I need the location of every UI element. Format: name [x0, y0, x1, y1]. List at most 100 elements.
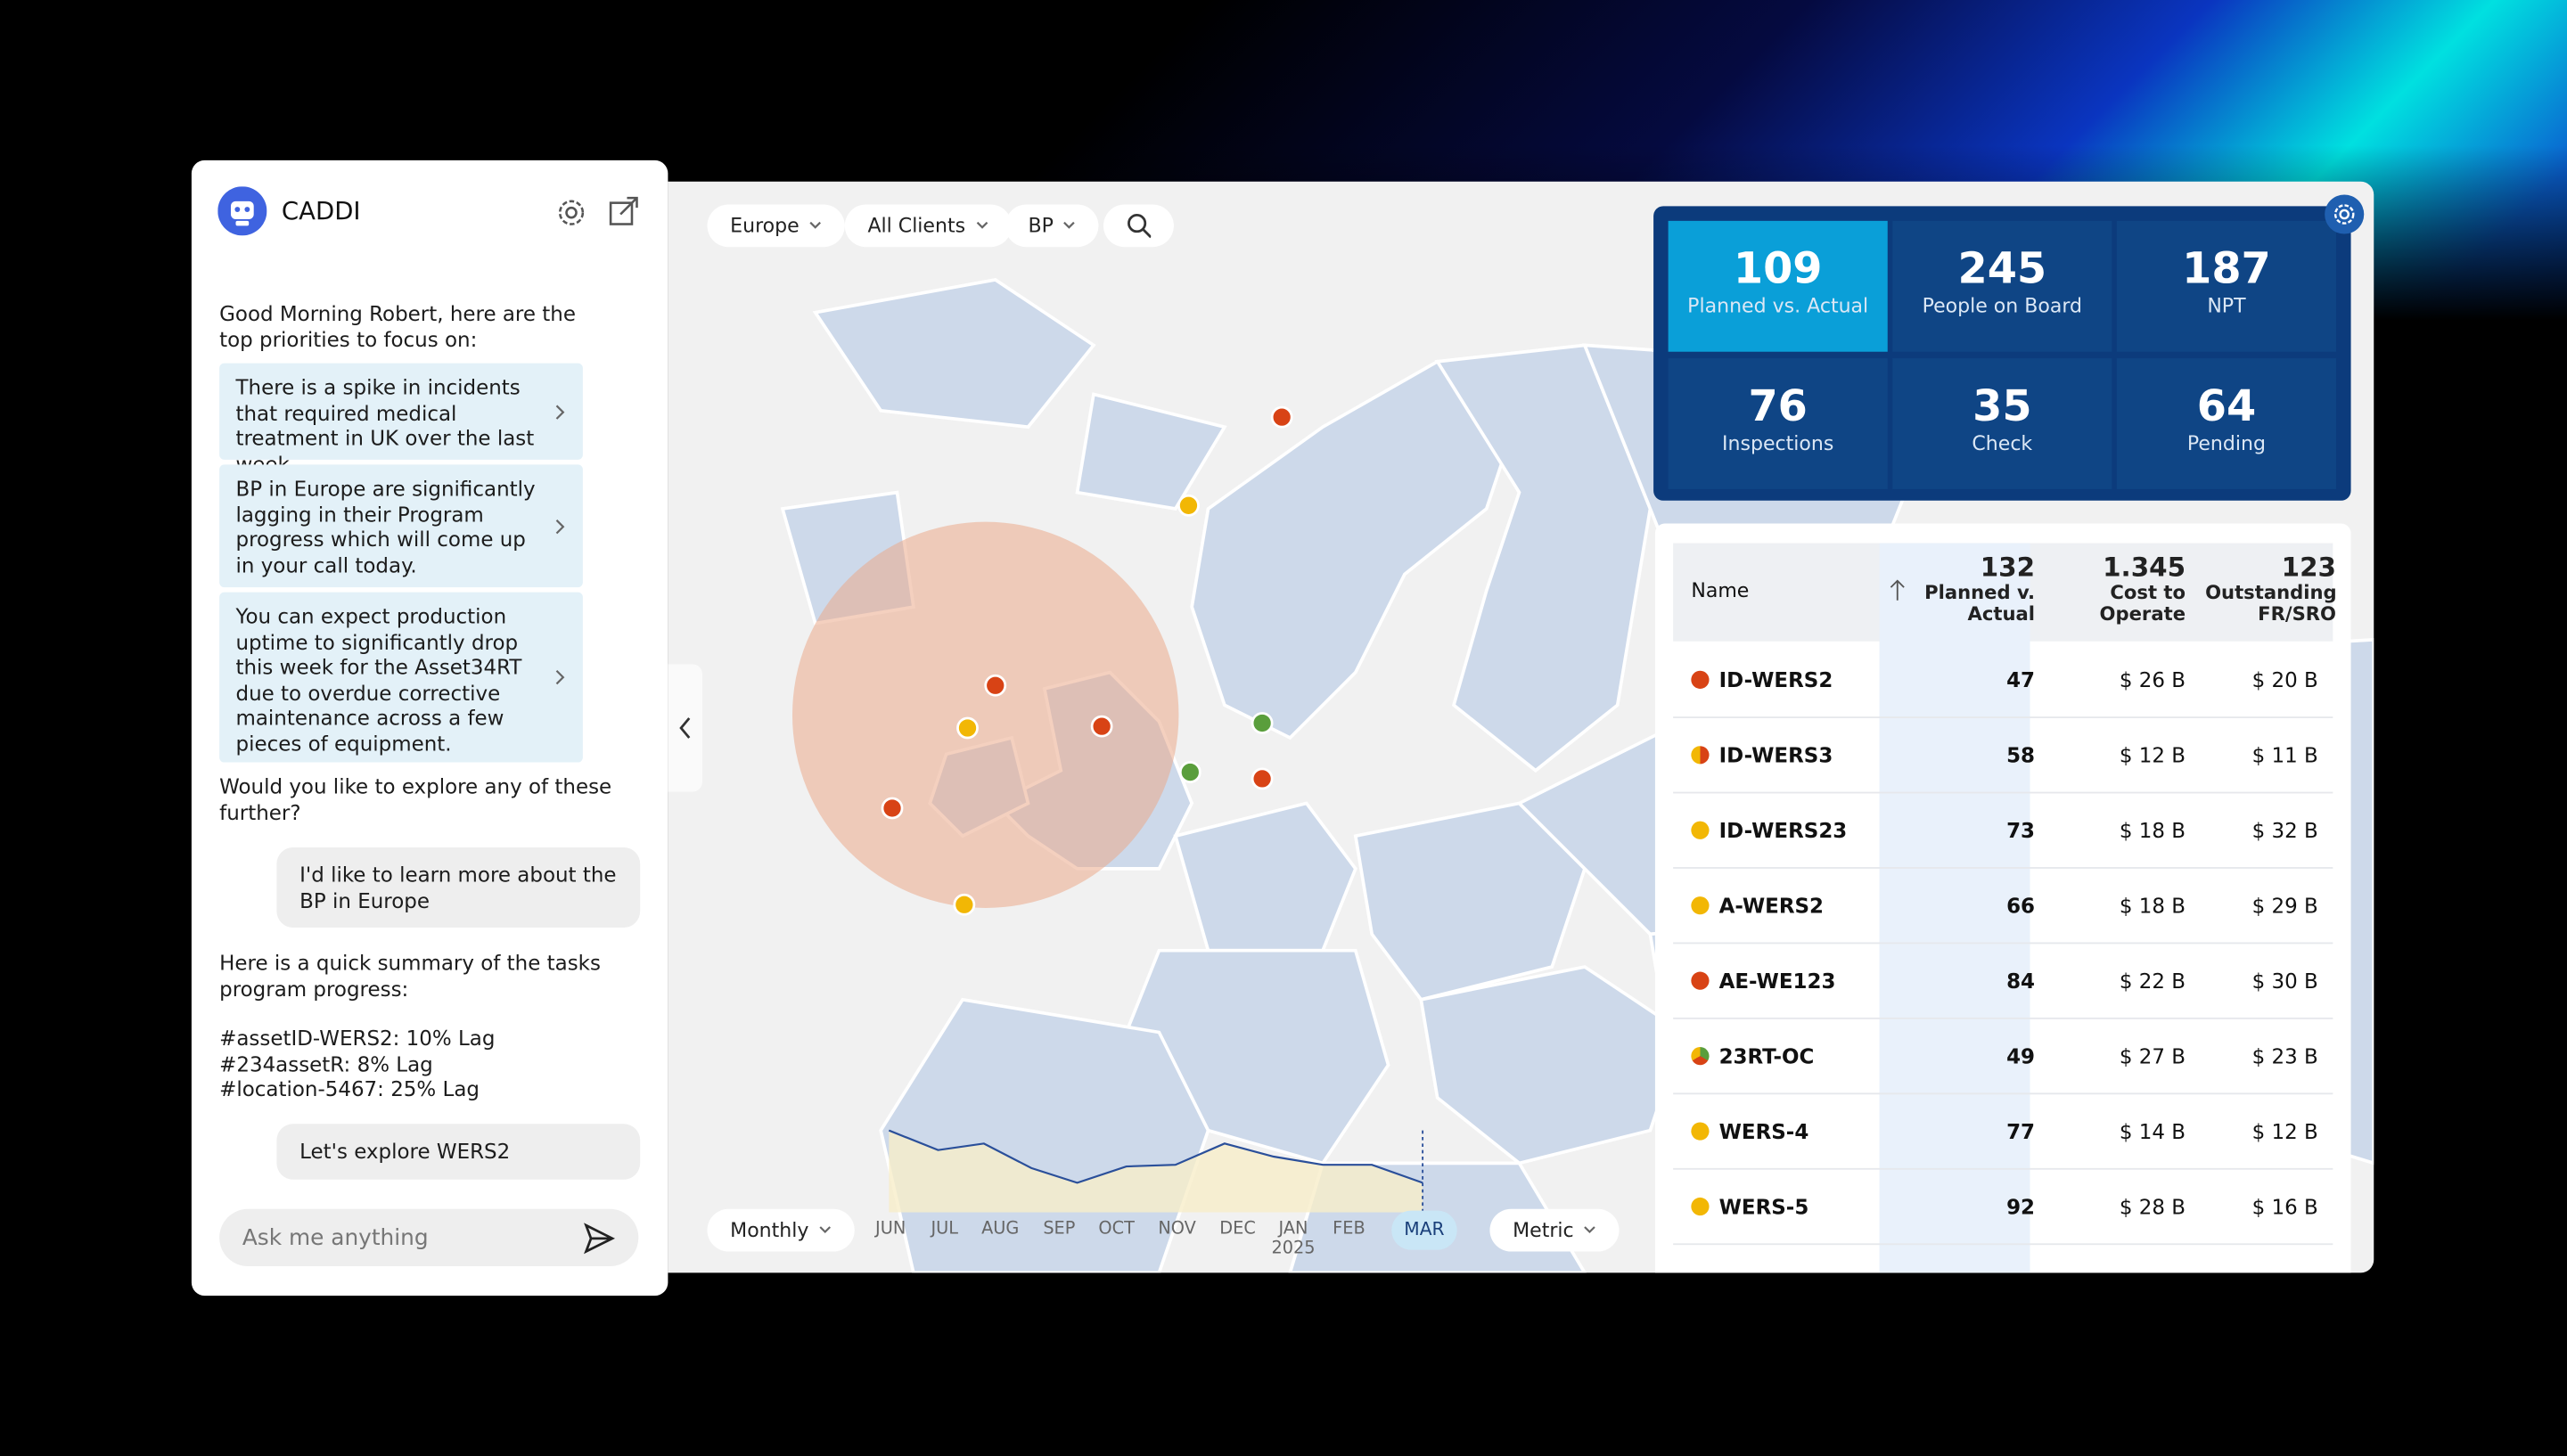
month-label[interactable]: JUN — [875, 1218, 906, 1239]
summary-line: #assetID-WERS2: 10% Lag — [219, 1026, 496, 1051]
outstanding-value: $ 11 B — [2251, 742, 2318, 768]
priority-card[interactable]: There is a spike in incidents that requi… — [219, 363, 583, 475]
priority-card[interactable]: BP in Europe are significantly lagging i… — [219, 464, 583, 588]
chat-input[interactable]: Ask me anything — [219, 1208, 639, 1267]
status-dot — [1691, 670, 1710, 689]
month-label[interactable]: NOV — [1158, 1218, 1196, 1239]
table-row[interactable]: ID-WERS23 73 $ 18 B $ 32 B — [1673, 793, 2333, 869]
outstanding-value: $ 12 B — [2251, 1118, 2318, 1144]
kpi-value: 245 — [1957, 245, 2047, 295]
asset-name: WERS-5 — [1718, 1194, 1809, 1219]
sort-icon[interactable] — [1888, 579, 1907, 602]
settings-button[interactable] — [555, 196, 588, 229]
table-row[interactable]: ID-WERS2 47 $ 26 B $ 20 B — [1673, 643, 2333, 718]
chat-title: CADDI — [281, 196, 361, 226]
priority-text: You can expect production uptime to sign… — [235, 603, 522, 756]
planned-value: 77 — [2006, 1118, 2036, 1144]
cost-value: $ 18 B — [2119, 893, 2186, 918]
month-label[interactable]: FEB — [1333, 1218, 1366, 1239]
kpi-tile[interactable]: 64 Pending — [2116, 358, 2337, 489]
planned-value: 49 — [2006, 1043, 2036, 1068]
asset-name: 23RT-OC — [1718, 1043, 1815, 1068]
kpi-settings[interactable] — [2323, 193, 2366, 236]
status-dot — [1691, 971, 1710, 990]
column-label: Planned v. Actual — [1924, 580, 2036, 626]
kpi-tile[interactable]: 35 Check — [1892, 358, 2112, 489]
outstanding-value: $ 32 B — [2251, 817, 2318, 843]
period-dropdown[interactable]: Monthly — [707, 1208, 855, 1252]
status-dot — [1691, 746, 1710, 765]
cost-value: $ 22 B — [2119, 968, 2186, 994]
column-total: 132 — [1980, 551, 2036, 583]
kpi-label: People on Board — [1922, 294, 2083, 318]
asset-name: ID-WERS2 — [1718, 667, 1833, 692]
question: Would you like to explore any of these f… — [219, 773, 612, 824]
month-label[interactable]: SEP — [1043, 1218, 1076, 1239]
kpi-tile[interactable]: 109 Planned vs. Actual — [1668, 220, 1888, 352]
filter-dropdown[interactable]: BP — [1005, 204, 1100, 248]
kpi-tile[interactable]: 245 People on Board — [1892, 220, 2112, 352]
kpi-value: 109 — [1733, 245, 1823, 295]
kpi-value: 187 — [2182, 245, 2271, 295]
month-label[interactable]: JUL — [931, 1218, 959, 1239]
priority-card[interactable]: You can expect production uptime to sign… — [219, 592, 583, 763]
planned-value: 58 — [2006, 742, 2036, 768]
kpi-value: 64 — [2196, 382, 2257, 432]
kpi-tile[interactable]: 76 Inspections — [1668, 358, 1888, 489]
status-dot — [1691, 821, 1710, 839]
column-label: Cost to Operate — [2099, 580, 2186, 626]
status-dot — [1691, 896, 1710, 915]
cost-value: $ 12 B — [2119, 742, 2186, 768]
filter-dropdown[interactable]: All Clients — [844, 204, 1012, 248]
metric-dropdown[interactable]: Metric — [1489, 1208, 1620, 1252]
cost-value: $ 26 B — [2119, 667, 2186, 692]
column-total: 123 — [2281, 551, 2337, 583]
planned-value: 47 — [2006, 667, 2036, 692]
chevron — [1584, 1226, 1596, 1234]
open-external-button[interactable] — [607, 196, 640, 229]
status-dot — [1691, 1047, 1710, 1066]
column-total: 1.345 — [2103, 551, 2186, 583]
asset-name: ID-WERS23 — [1718, 817, 1848, 843]
send-button[interactable] — [583, 1222, 616, 1255]
cost-value: $ 28 B — [2119, 1194, 2186, 1219]
cost-value: $ 27 B — [2119, 1043, 2186, 1068]
table-row[interactable]: A-WERS2 66 $ 18 B $ 29 B — [1673, 869, 2333, 945]
kpi-label: Check — [1972, 431, 2033, 455]
kpi-label: Planned vs. Actual — [1687, 294, 1869, 318]
month-label[interactable]: AUG — [981, 1218, 1020, 1239]
table-row[interactable]: 23RT-OC 49 $ 27 B $ 23 B — [1673, 1019, 2333, 1095]
summary-line: #234assetR: 8% Lag — [219, 1051, 433, 1076]
user-message: I'd like to learn more about the BP in E… — [276, 847, 641, 928]
column-header[interactable]: 132 Planned v. Actual — [1904, 551, 2036, 626]
table-row[interactable]: AE-WE123 84 $ 22 B $ 30 B — [1673, 944, 2333, 1019]
search-button[interactable] — [1103, 204, 1174, 248]
month-label[interactable]: MAR — [1391, 1210, 1457, 1250]
summary-intro: Here is a quick summary of the tasks pro… — [219, 950, 601, 1001]
column-header[interactable]: 123 Outstanding FR/SRO — [2205, 551, 2337, 626]
cost-value: $ 14 B — [2119, 1118, 2186, 1144]
user-message: Let's explore WERS2 — [276, 1124, 641, 1179]
table-row[interactable]: WERS-4 77 $ 14 B $ 12 B — [1673, 1094, 2333, 1170]
name-header[interactable]: Name — [1691, 578, 1750, 602]
month-label[interactable]: DEC — [1219, 1218, 1256, 1239]
bot-avatar — [217, 186, 267, 236]
month-label[interactable]: JAN — [1278, 1218, 1308, 1239]
column-header[interactable]: 1.345 Cost to Operate — [2054, 551, 2186, 626]
planned-value: 92 — [2006, 1194, 2036, 1219]
outstanding-value: $ 29 B — [2251, 893, 2318, 918]
table-row[interactable]: WERS-5 92 $ 28 B $ 16 B — [1673, 1170, 2333, 1246]
month-label[interactable]: OCT — [1098, 1218, 1135, 1239]
greeting: Good Morning Robert, here are the top pr… — [219, 300, 576, 351]
kpi-tile[interactable]: 187 NPT — [2116, 220, 2337, 352]
kpi-label: Pending — [2186, 431, 2267, 455]
year-label: 2025 — [1271, 1238, 1316, 1258]
priority-text: BP in Europe are significantly lagging i… — [235, 476, 536, 577]
filter-dropdown[interactable]: Europe — [707, 204, 846, 248]
planned-value: 66 — [2006, 893, 2036, 918]
chevron — [819, 1226, 832, 1234]
table-row[interactable]: ID-WERS3 58 $ 12 B $ 11 B — [1673, 718, 2333, 794]
filter-label: All Clients — [867, 214, 966, 238]
collapse-tab[interactable] — [668, 664, 702, 792]
